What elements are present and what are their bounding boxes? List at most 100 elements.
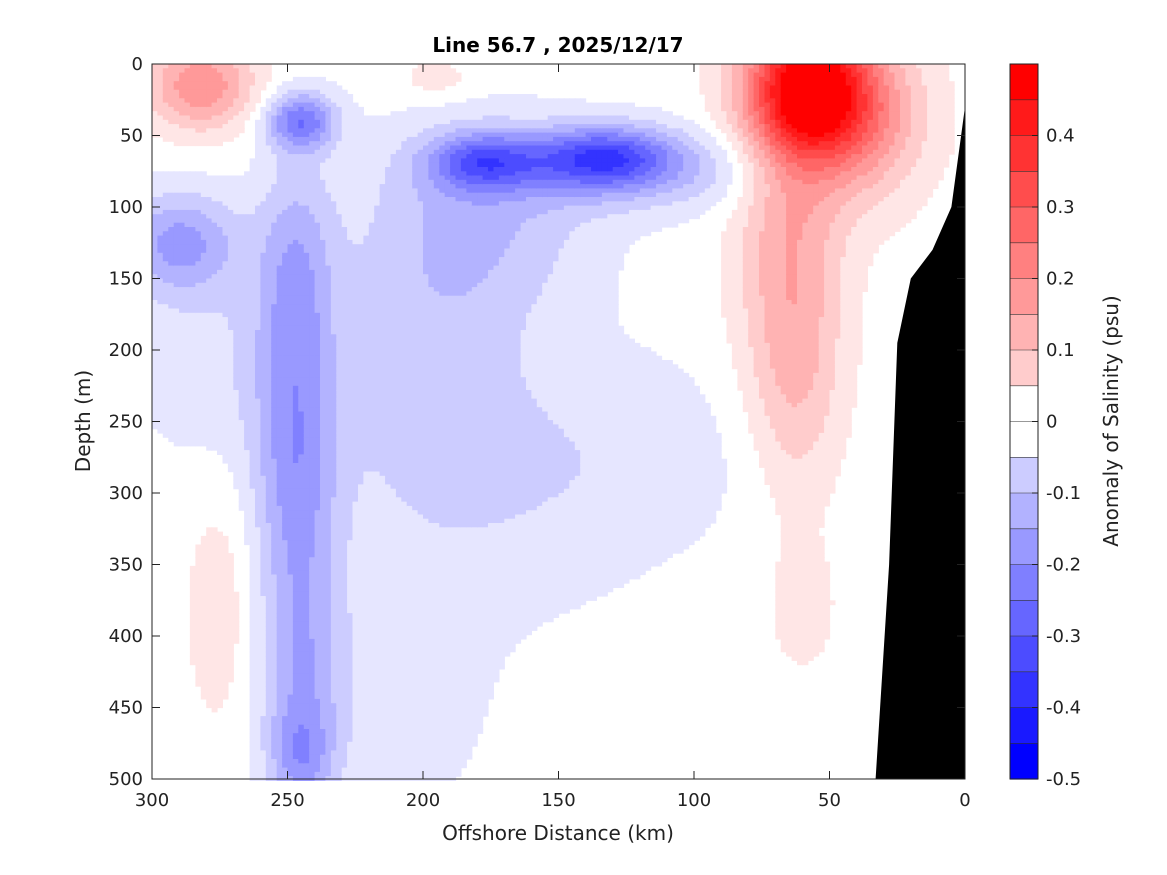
field-cell [325, 475, 332, 481]
field-cell [168, 390, 175, 395]
field-cell [222, 317, 229, 322]
field-cell [271, 398, 278, 404]
field-cell [298, 724, 305, 730]
field-cell [189, 424, 196, 430]
field-cell [336, 454, 343, 460]
field-cell [179, 171, 186, 177]
field-cell [249, 394, 256, 400]
field-cell [206, 544, 213, 550]
field-cell [292, 184, 299, 189]
field-cell [341, 98, 348, 104]
field-cell [265, 544, 272, 550]
field-cell [195, 660, 202, 666]
field-cell [157, 282, 164, 288]
field-cell [303, 355, 310, 361]
field-cell [184, 81, 191, 87]
field-cell [189, 377, 196, 383]
field-cell [276, 338, 283, 344]
field-cell [325, 570, 332, 576]
field-cell [238, 94, 245, 99]
field-cell [298, 420, 305, 425]
field-cell [336, 149, 343, 155]
field-cell [336, 287, 343, 292]
field-cell [347, 295, 354, 301]
field-cell [152, 209, 158, 215]
field-cell [287, 141, 294, 147]
field-cell [200, 578, 207, 584]
field-cell [249, 621, 256, 627]
field-cell [298, 244, 305, 250]
field-cell [227, 583, 234, 588]
field-cell [336, 218, 343, 224]
field-cell [287, 261, 294, 267]
field-cell [320, 257, 326, 262]
field-cell [184, 381, 191, 387]
field-cell [298, 257, 305, 262]
field-cell [314, 85, 321, 91]
field-cell [325, 402, 332, 408]
field-cell [255, 325, 261, 331]
field-cell [238, 81, 245, 87]
field-cell [184, 248, 191, 254]
field-cell [303, 179, 310, 185]
field-cell [173, 184, 180, 189]
field-cell [206, 402, 213, 408]
field-cell [309, 248, 316, 254]
field-cell [347, 115, 354, 121]
field-cell [352, 209, 359, 215]
field-cell [255, 583, 261, 588]
field-cell [330, 304, 337, 310]
field-cell [303, 604, 310, 610]
field-cell [173, 424, 180, 430]
field-cell [260, 265, 267, 271]
field-cell [249, 269, 256, 275]
field-cell [303, 711, 310, 717]
field-cell [211, 617, 218, 623]
field-cell [309, 664, 316, 670]
field-cell [217, 540, 223, 546]
field-cell [271, 265, 278, 271]
field-cell [341, 656, 348, 661]
field-cell [217, 76, 223, 82]
field-cell [249, 591, 256, 597]
field-cell [271, 364, 278, 370]
field-cell [341, 604, 348, 610]
field-cell [347, 613, 354, 618]
field-cell [184, 68, 191, 74]
field-cell [303, 89, 310, 95]
field-cell [265, 385, 272, 391]
field-cell [341, 235, 348, 241]
field-cell [341, 463, 348, 468]
field-cell [287, 668, 294, 674]
field-cell [227, 587, 234, 593]
field-cell [233, 445, 240, 451]
field-cell [249, 596, 256, 601]
field-cell [189, 600, 196, 606]
field-cell [168, 278, 175, 284]
field-cell [330, 248, 337, 254]
field-cell [217, 553, 223, 558]
field-cell [325, 540, 332, 546]
field-cell [233, 454, 240, 460]
field-cell [282, 475, 289, 481]
field-cell [271, 102, 278, 108]
field-cell [255, 119, 261, 125]
field-cell [179, 334, 186, 340]
field-cell [341, 729, 348, 734]
field-cell [341, 647, 348, 653]
field-cell [195, 591, 202, 597]
field-cell [303, 360, 310, 365]
field-cell [320, 355, 326, 361]
field-cell [217, 548, 223, 554]
field-cell [222, 690, 229, 696]
field-cell [352, 239, 359, 245]
field-cell [314, 390, 321, 395]
field-cell [184, 227, 191, 232]
field-cell [179, 89, 186, 95]
field-cell [217, 257, 223, 262]
field-cell [211, 304, 218, 310]
field-cell [341, 394, 348, 400]
field-cell [206, 304, 213, 310]
field-cell [260, 184, 267, 189]
field-cell [265, 154, 272, 159]
